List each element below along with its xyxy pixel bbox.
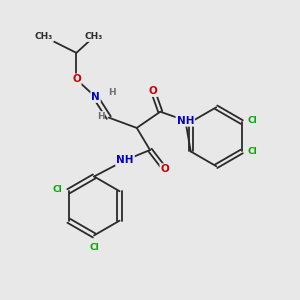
Text: Cl: Cl [53,185,63,194]
Text: NH: NH [116,155,134,165]
Text: Cl: Cl [89,243,99,252]
Text: N: N [91,92,100,102]
Text: NH: NH [116,155,134,165]
Text: NH: NH [177,116,194,126]
Text: Cl: Cl [247,147,257,156]
Text: O: O [148,86,157,96]
Text: O: O [160,164,169,174]
Text: O: O [72,74,81,84]
Text: NH: NH [177,116,194,126]
Text: H: H [97,112,104,121]
Text: Cl: Cl [247,116,257,125]
Text: CH₃: CH₃ [85,32,103,41]
Text: CH₃: CH₃ [35,32,53,41]
Text: H: H [108,88,116,97]
